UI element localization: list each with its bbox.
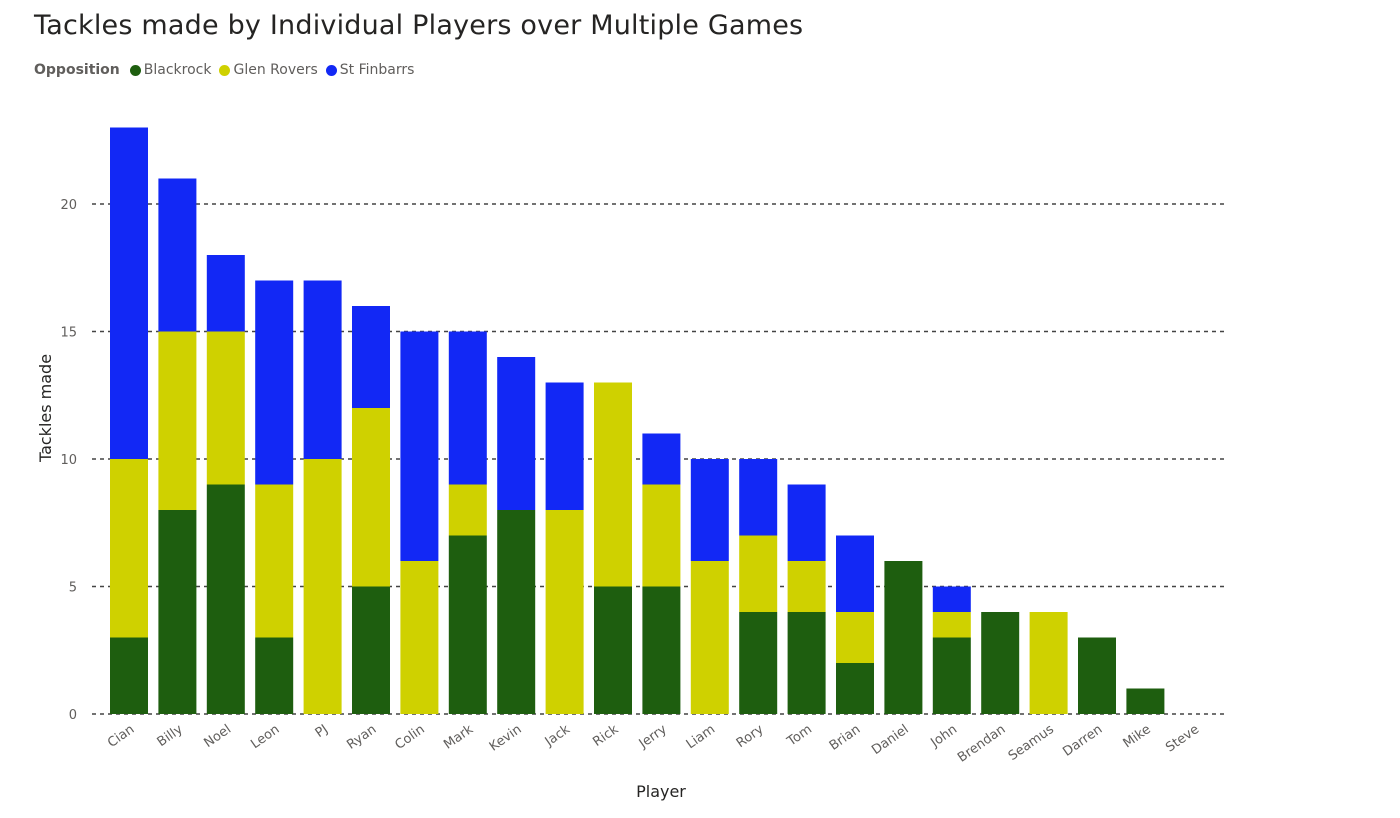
legend-item-st-finbarrs[interactable]: St Finbarrs (325, 62, 415, 78)
x-tick-label: Rory (734, 722, 767, 751)
x-tick-label: Cian (105, 722, 137, 751)
bar-colin-glen-rovers[interactable] (400, 561, 439, 714)
x-tick-label: Leon (248, 722, 282, 752)
y-tick-label: 5 (69, 581, 77, 596)
x-tick-label: Seamus (1006, 722, 1057, 764)
bar-brian-st-finbarrs[interactable] (836, 535, 874, 613)
bar-mark-blackrock[interactable] (448, 535, 487, 715)
legend-label: St Finbarrs (339, 62, 415, 78)
bar-cian-st-finbarrs[interactable] (110, 127, 148, 460)
bar-ryan-st-finbarrs[interactable] (352, 306, 390, 408)
bar-pj-st-finbarrs[interactable] (303, 280, 342, 460)
bar-jerry-glen-rovers[interactable] (642, 484, 681, 587)
legend-title: Opposition (34, 62, 120, 78)
bar-darren-blackrock[interactable] (1078, 637, 1116, 715)
bar-cian-blackrock[interactable] (110, 637, 148, 715)
x-tick-label: Darren (1060, 722, 1105, 760)
bar-mike-blackrock[interactable] (1126, 688, 1165, 715)
bar-daniel-blackrock[interactable] (884, 561, 923, 714)
bar-noel-glen-rovers[interactable] (206, 331, 245, 485)
bar-jerry-blackrock[interactable] (642, 586, 681, 715)
x-axis-ticks: Cian Billy Noel Leon PJ Ryan Colin Mark Kevin Jac… (105, 722, 1202, 766)
bar-leon-glen-rovers[interactable] (255, 484, 294, 638)
bar-john-glen-rovers[interactable] (932, 612, 971, 638)
x-axis-label: Player (636, 782, 686, 801)
bar-billy-glen-rovers[interactable] (158, 331, 197, 511)
legend-item-glen-rovers[interactable]: Glen Rovers (219, 62, 318, 78)
bar-tom-st-finbarrs[interactable] (787, 484, 826, 562)
bar-rick-glen-rovers[interactable] (594, 382, 632, 587)
x-tick-label: Ryan (344, 722, 379, 753)
legend-item-blackrock[interactable]: Blackrock (129, 62, 212, 78)
bar-liam-glen-rovers[interactable] (690, 561, 729, 714)
bar-pj-glen-rovers[interactable] (303, 459, 342, 714)
bar-seamus-glen-rovers[interactable] (1029, 612, 1068, 714)
bar-noel-st-finbarrs[interactable] (206, 255, 245, 332)
bar-brendan-blackrock[interactable] (981, 612, 1020, 714)
x-tick-label: Brian (827, 722, 864, 754)
x-tick-label: John (928, 722, 961, 751)
bar-kevin-blackrock[interactable] (497, 510, 536, 714)
bar-mark-glen-rovers[interactable] (448, 484, 487, 536)
x-tick-label: Mark (441, 722, 476, 753)
bar-tom-blackrock[interactable] (787, 612, 826, 714)
y-axis-label: Tackles made (36, 354, 55, 463)
x-tick-label: Noel (201, 722, 234, 751)
legend-label: Glen Rovers (233, 62, 318, 78)
bar-brian-glen-rovers[interactable] (836, 612, 874, 663)
bar-noel-blackrock[interactable] (206, 484, 245, 715)
x-tick-label: Billy (155, 722, 186, 750)
bar-liam-st-finbarrs[interactable] (690, 459, 729, 561)
bar-rick-blackrock[interactable] (594, 586, 632, 715)
y-axis-ticks: 0 5 10 15 20 (60, 198, 77, 723)
x-tick-label: Colin (392, 722, 427, 753)
x-tick-label: Mike (1121, 722, 1154, 751)
x-tick-label: Steve (1163, 722, 1202, 756)
chart-title: Tackles made by Individual Players over … (34, 10, 804, 41)
bar-brian-blackrock[interactable] (836, 663, 874, 714)
x-tick-label: Rick (590, 722, 621, 750)
bar-jerry-st-finbarrs[interactable] (642, 433, 681, 485)
bar-leon-blackrock[interactable] (255, 637, 294, 715)
bars (110, 127, 1165, 715)
bar-rory-blackrock[interactable] (739, 612, 778, 714)
legend-label: Blackrock (143, 62, 212, 78)
y-tick-label: 0 (69, 708, 77, 723)
x-tick-label: Jerry (636, 722, 670, 752)
bar-rory-glen-rovers[interactable] (739, 535, 778, 613)
legend-dot-icon (129, 64, 141, 76)
legend-dot-icon (219, 64, 231, 76)
bar-mark-st-finbarrs[interactable] (448, 331, 487, 485)
bar-jack-st-finbarrs[interactable] (545, 382, 584, 511)
y-tick-label: 15 (60, 326, 77, 341)
bar-billy-blackrock[interactable] (158, 510, 197, 714)
x-tick-label: Tom (784, 722, 815, 750)
bar-kevin-st-finbarrs[interactable] (497, 357, 536, 510)
legend: Opposition Blackrock Glen Rovers St Finb… (34, 62, 422, 78)
bar-tom-glen-rovers[interactable] (787, 561, 826, 612)
bar-john-st-finbarrs[interactable] (932, 586, 971, 613)
bar-jack-glen-rovers[interactable] (545, 510, 584, 714)
bar-ryan-blackrock[interactable] (352, 586, 390, 715)
bar-leon-st-finbarrs[interactable] (255, 280, 294, 485)
bar-billy-st-finbarrs[interactable] (158, 178, 197, 332)
x-tick-label: Kevin (487, 722, 525, 755)
x-tick-label: PJ (313, 722, 331, 741)
y-tick-label: 20 (60, 198, 77, 213)
bar-cian-glen-rovers[interactable] (110, 459, 148, 638)
legend-dot-icon (325, 64, 337, 76)
x-tick-label: Liam (684, 722, 718, 752)
x-tick-label: Brendan (955, 722, 1008, 766)
bar-ryan-glen-rovers[interactable] (352, 408, 390, 587)
x-tick-label: Jack (542, 722, 573, 750)
y-tick-label: 10 (60, 453, 77, 468)
x-tick-label: Daniel (869, 722, 912, 758)
bar-colin-st-finbarrs[interactable] (400, 331, 439, 562)
bar-john-blackrock[interactable] (932, 637, 971, 715)
bar-rory-st-finbarrs[interactable] (739, 459, 778, 536)
